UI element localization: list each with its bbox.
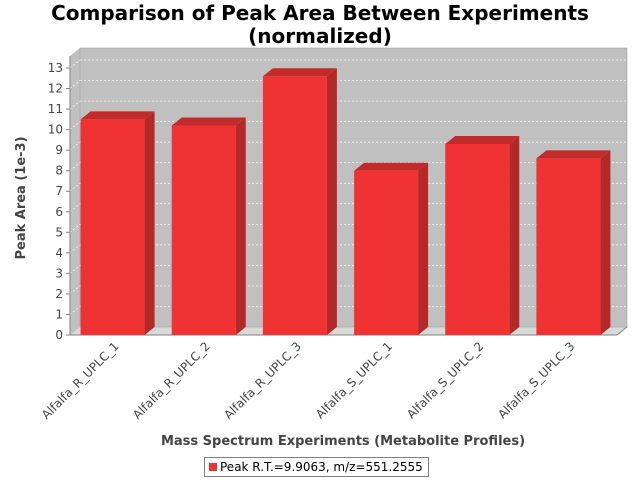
chart-title: Comparison of Peak Area Between Experime… — [0, 2, 640, 48]
y-tick-label: 4 — [55, 246, 63, 260]
bar-front — [536, 158, 601, 335]
bar-top — [354, 162, 429, 171]
y-tick-label: 10 — [48, 123, 63, 137]
y-tick-label: 7 — [55, 184, 63, 198]
legend: Peak R.T.=9.9063, m/z=551.2555 — [204, 457, 429, 477]
x-tick-label: Alfalfa_R_UPLC_3 — [221, 339, 304, 422]
bar-top — [80, 111, 155, 120]
bar-front — [80, 119, 145, 335]
y-tick-label: 0 — [55, 328, 63, 342]
bar-front — [354, 170, 419, 335]
chart-subtitle: (normalized) — [248, 24, 392, 48]
x-tick-label: Alfalfa_R_UPLC_1 — [39, 339, 122, 422]
bar-front — [262, 76, 327, 335]
x-tick-label: Alfalfa_S_UPLC_3 — [495, 339, 577, 421]
bar-side — [144, 111, 155, 335]
y-tick-label: 1 — [55, 307, 63, 321]
y-axis-title: Peak Area (1e-3) — [14, 136, 29, 259]
x-tick-label: Alfalfa_S_UPLC_2 — [404, 339, 486, 421]
bar-top — [536, 150, 611, 159]
chart-title-main: Comparison of Peak Area Between Experime… — [51, 1, 589, 25]
bar-side — [235, 117, 246, 335]
x-axis-title: Mass Spectrum Experiments (Metabolite Pr… — [161, 434, 525, 449]
gridlines — [69, 59, 627, 315]
bar — [171, 117, 246, 335]
bar-side — [418, 162, 429, 335]
bar — [536, 150, 611, 335]
y-tick-label: 8 — [55, 164, 63, 178]
bar — [262, 68, 337, 335]
bar-side — [326, 68, 337, 335]
y-tick-label: 13 — [48, 61, 63, 75]
x-axis-edge — [616, 326, 628, 336]
bar-top — [445, 135, 520, 144]
x-tick-label: Alfalfa_S_UPLC_1 — [313, 339, 395, 421]
y-tick-label: 5 — [55, 225, 63, 239]
y-tick-label: 9 — [55, 143, 63, 157]
bar — [354, 162, 429, 335]
bars — [80, 68, 611, 335]
bar-front — [445, 143, 510, 335]
y-tick-label: 2 — [55, 287, 63, 301]
y-tick-label: 12 — [48, 82, 63, 96]
legend-label: Peak R.T.=9.9063, m/z=551.2555 — [220, 460, 423, 474]
bar — [80, 111, 155, 335]
plot-frame — [79, 47, 628, 328]
x-tick-label: Alfalfa_R_UPLC_2 — [130, 339, 213, 422]
y-tick-label: 3 — [55, 266, 63, 280]
bar — [445, 135, 520, 335]
bar-side — [600, 150, 611, 335]
bar-top — [262, 68, 337, 77]
y-tick-label: 11 — [48, 102, 63, 116]
legend-swatch — [209, 463, 217, 471]
bar-side — [509, 135, 520, 335]
bar-top — [171, 117, 246, 126]
bar-front — [171, 125, 236, 335]
y-tick-label: 6 — [55, 205, 63, 219]
